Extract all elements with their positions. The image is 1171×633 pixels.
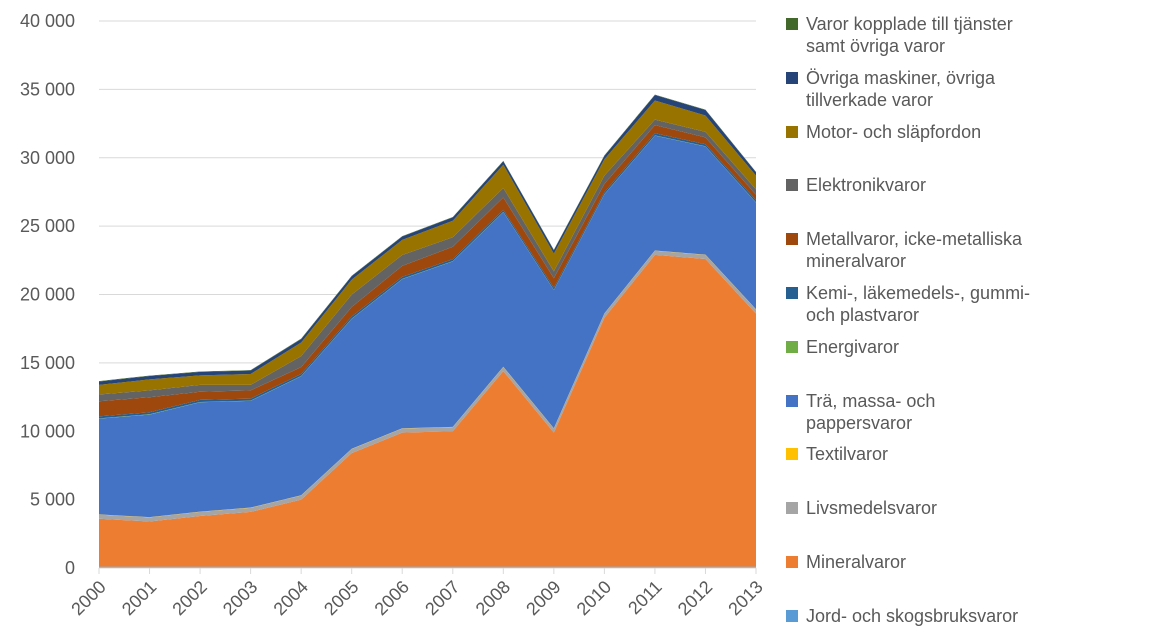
y-tick-label: 30 000 — [20, 148, 75, 168]
legend-label: Övriga maskiner, övriga tillverkade varo… — [806, 67, 996, 110]
legend-entry: Motor- och släpfordon — [786, 121, 1031, 143]
legend-label: Motor- och släpfordon — [806, 121, 982, 142]
x-tick-label: 2009 — [522, 577, 564, 619]
y-tick-label: 40 000 — [20, 11, 75, 31]
legend-entry: Elektronikvaror — [786, 174, 1031, 196]
y-tick-label: 0 — [65, 558, 75, 578]
x-tick-label: 2000 — [67, 577, 109, 619]
legend-label: Kemi-, läkemedels-, gummi- och plastvaro… — [806, 283, 1031, 325]
legend-label: Metallvaror, icke-metalliska mineralvaro… — [806, 229, 1023, 272]
legend-label: Mineralvaror — [806, 552, 907, 572]
x-tick-label: 2001 — [118, 577, 160, 619]
legend-entry: Kemi-, läkemedels-, gummi- och plastvaro… — [786, 282, 1031, 326]
legend-entry: Jord- och skogsbruksvaror — [786, 605, 1031, 627]
y-tick-label: 20 000 — [20, 285, 75, 305]
legend-label: Trä, massa- och pappersvaror — [806, 390, 936, 433]
legend-label: Elektronikvaror — [806, 175, 927, 196]
x-tick-label: 2010 — [573, 577, 615, 619]
legend-entry: Metallvaror, icke-metalliska mineralvaro… — [786, 228, 1031, 272]
legend-swatch — [786, 502, 798, 515]
y-tick-label: 10 000 — [20, 421, 75, 441]
legend-swatch — [786, 18, 798, 30]
area — [99, 254, 756, 567]
legend-swatch — [786, 287, 798, 299]
y-tick-label: 25 000 — [20, 216, 75, 236]
legend-entry: Övriga maskiner, övriga tillverkade varo… — [786, 67, 1031, 111]
x-tick-label: 2007 — [421, 577, 463, 619]
x-tick-label: 2003 — [219, 577, 261, 619]
x-tick-label: 2006 — [371, 577, 413, 619]
x-tick-label: 2004 — [270, 577, 312, 619]
x-tick-label: 2005 — [320, 577, 362, 619]
x-tick-label: 2008 — [472, 577, 514, 619]
legend-swatch — [786, 609, 798, 622]
y-tick-label: 5 000 — [30, 490, 75, 510]
x-tick-label: 2013 — [724, 577, 766, 619]
legend-swatch — [786, 394, 798, 407]
legend-swatch — [786, 179, 798, 192]
legend-label: Energivaror — [806, 336, 900, 357]
legend-swatch — [786, 233, 798, 246]
legend-label: Jord- och skogsbruksvaror — [806, 605, 1019, 626]
legend-entry: Livsmedelsvaror — [786, 497, 1031, 519]
legend-entry: Mineralvaror — [786, 551, 1031, 573]
legend-entry: Textilvaror — [786, 443, 1031, 465]
legend-entry: Varor kopplade till tjänster samt övriga… — [786, 13, 1031, 57]
x-tick-label: 2002 — [168, 577, 210, 619]
legend-swatch — [786, 71, 798, 84]
legend-label: Textilvaror — [806, 444, 889, 465]
legend-label: Livsmedelsvaror — [806, 498, 938, 519]
legend-swatch — [786, 448, 798, 461]
legend-swatch — [786, 556, 798, 568]
area — [99, 135, 756, 518]
legend-label: Varor kopplade till tjänster samt övriga… — [806, 14, 1013, 56]
legend-swatch — [786, 125, 798, 138]
x-tick-label: 2012 — [674, 577, 716, 619]
y-tick-label: 35 000 — [20, 79, 75, 99]
y-tick-label: 15 000 — [20, 353, 75, 373]
legend-entry: Energivaror — [786, 336, 1031, 358]
legend-entry: Trä, massa- och pappersvaror — [786, 390, 1031, 434]
x-tick-label: 2011 — [624, 577, 666, 619]
legend-swatch — [786, 340, 798, 353]
